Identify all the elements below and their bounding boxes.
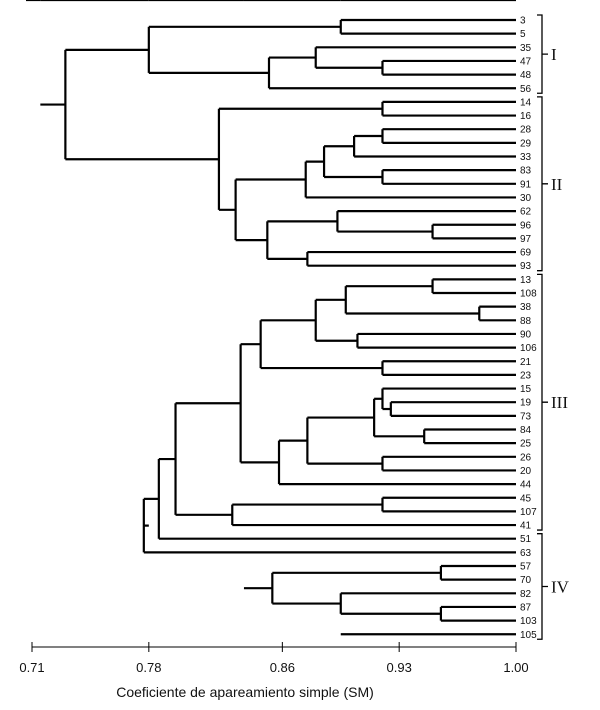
group-label-II: II bbox=[551, 175, 563, 194]
leaf-label-105: 105 bbox=[520, 630, 537, 641]
group-bracket-III bbox=[537, 273, 548, 531]
leaf-label-15: 15 bbox=[520, 384, 532, 395]
leaf-labels: 3535474856141628293383913062969769931310… bbox=[520, 16, 537, 641]
leaf-label-97: 97 bbox=[520, 234, 532, 245]
x-tick-label-0.86: 0.86 bbox=[270, 660, 295, 675]
leaf-label-84: 84 bbox=[520, 425, 532, 436]
leaf-label-51: 51 bbox=[520, 534, 532, 545]
leaf-label-35: 35 bbox=[520, 43, 532, 54]
leaf-label-62: 62 bbox=[520, 207, 532, 218]
leaf-label-48: 48 bbox=[520, 70, 532, 81]
group-label-I: I bbox=[551, 45, 557, 64]
leaf-label-63: 63 bbox=[520, 548, 532, 559]
leaf-label-5: 5 bbox=[520, 29, 526, 40]
leaf-label-93: 93 bbox=[520, 261, 532, 272]
x-tick-label-0.78: 0.78 bbox=[136, 660, 161, 675]
leaf-label-88: 88 bbox=[520, 316, 532, 327]
group-label-III: III bbox=[551, 393, 568, 412]
group-label-IV: IV bbox=[551, 577, 570, 596]
x-tick-label-0.93: 0.93 bbox=[387, 660, 412, 675]
leaf-label-23: 23 bbox=[520, 370, 532, 381]
leaf-label-56: 56 bbox=[520, 84, 532, 95]
group-bracket-IV bbox=[537, 533, 548, 640]
leaf-label-70: 70 bbox=[520, 575, 532, 586]
leaf-label-82: 82 bbox=[520, 589, 532, 600]
leaf-label-3: 3 bbox=[520, 16, 526, 27]
leaf-label-26: 26 bbox=[520, 452, 532, 463]
leaf-label-83: 83 bbox=[520, 166, 532, 177]
x-tick-label-1.00: 1.00 bbox=[503, 660, 528, 675]
leaf-label-28: 28 bbox=[520, 125, 532, 136]
leaf-label-47: 47 bbox=[520, 56, 532, 67]
group-bracket-II bbox=[537, 96, 548, 272]
leaf-label-103: 103 bbox=[520, 616, 537, 627]
leaf-label-91: 91 bbox=[520, 179, 532, 190]
leaf-label-19: 19 bbox=[520, 398, 532, 409]
leaf-label-16: 16 bbox=[520, 111, 532, 122]
leaf-label-41: 41 bbox=[520, 521, 532, 532]
leaf-label-73: 73 bbox=[520, 411, 532, 422]
leaf-label-45: 45 bbox=[520, 493, 532, 504]
x-axis: 0.71 0.78 0.86 0.93 1.00 bbox=[19, 642, 529, 675]
leaf-label-87: 87 bbox=[520, 602, 532, 613]
leaf-label-69: 69 bbox=[520, 248, 532, 259]
leaf-label-108: 108 bbox=[520, 289, 537, 300]
leaf-label-30: 30 bbox=[520, 193, 532, 204]
leaf-label-107: 107 bbox=[520, 507, 537, 518]
x-tick-label-0.71: 0.71 bbox=[19, 660, 44, 675]
leaf-label-25: 25 bbox=[520, 439, 532, 450]
leaf-label-14: 14 bbox=[520, 97, 532, 108]
leaf-label-33: 33 bbox=[520, 152, 532, 163]
group-bracket-I bbox=[537, 14, 548, 94]
x-axis-title: Coeficiente de apareamiento simple (SM) bbox=[116, 684, 374, 700]
leaf-label-90: 90 bbox=[520, 329, 532, 340]
leaf-label-57: 57 bbox=[520, 562, 532, 573]
leaf-label-44: 44 bbox=[520, 480, 532, 491]
leaf-label-38: 38 bbox=[520, 302, 532, 313]
leaf-label-21: 21 bbox=[520, 357, 532, 368]
leaf-label-106: 106 bbox=[520, 343, 537, 354]
leaf-label-20: 20 bbox=[520, 466, 532, 477]
leaf-label-13: 13 bbox=[520, 275, 532, 286]
dendrogram-branches bbox=[26, 0, 516, 636]
leaf-label-29: 29 bbox=[520, 138, 532, 149]
leaf-label-96: 96 bbox=[520, 220, 532, 231]
